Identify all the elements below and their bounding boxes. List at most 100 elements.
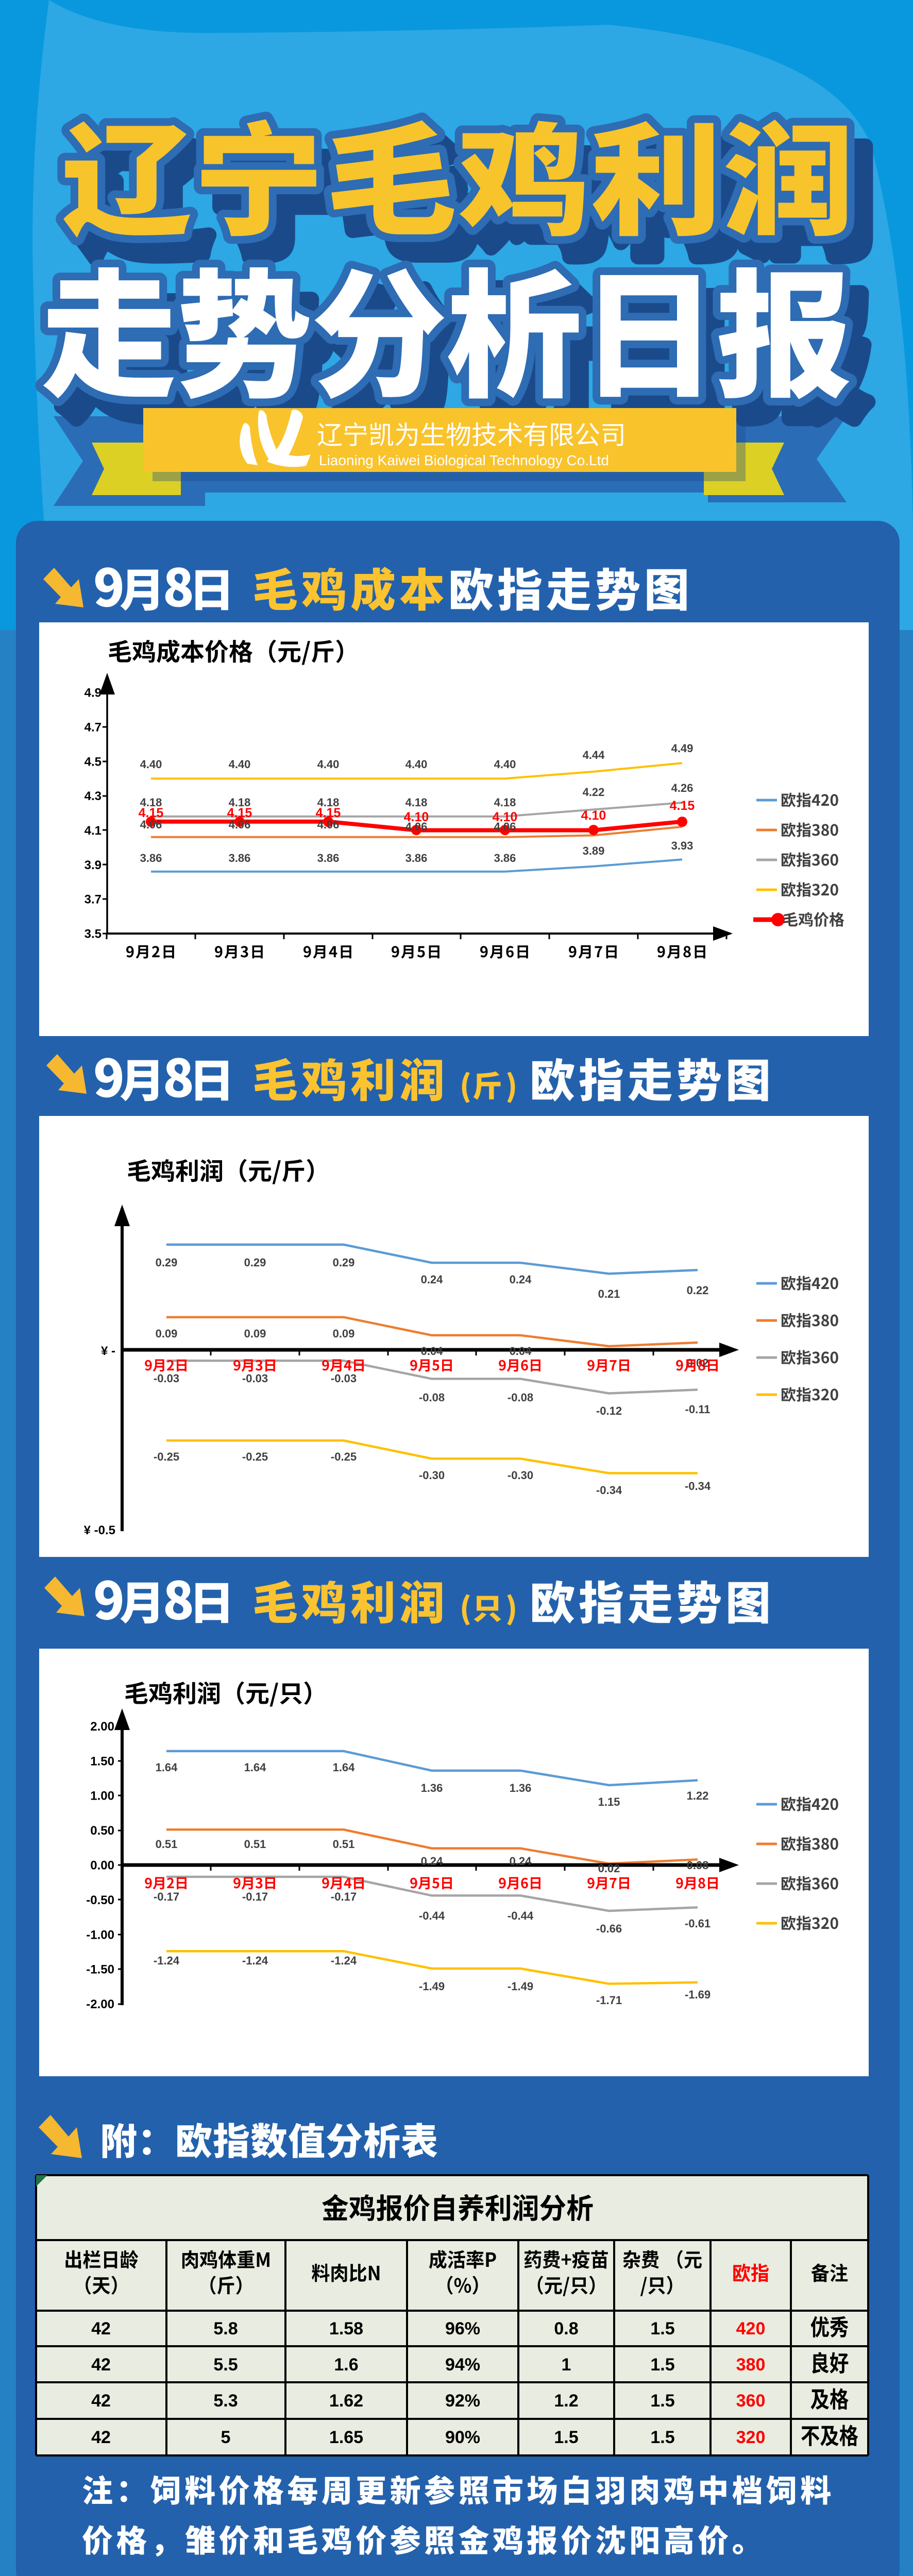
svg-text:5.5: 5.5: [213, 2355, 238, 2375]
svg-text:1.64: 1.64: [244, 1761, 267, 1774]
svg-text:0.21: 0.21: [598, 1287, 620, 1300]
svg-text:-0.44: -0.44: [419, 1909, 445, 1922]
svg-text:3.7: 3.7: [84, 893, 102, 907]
svg-text:42: 42: [91, 2355, 111, 2375]
svg-text:4.15: 4.15: [670, 799, 695, 813]
svg-text:-0.34: -0.34: [596, 1484, 622, 1497]
svg-text:1.36: 1.36: [421, 1782, 443, 1794]
svg-text:4.9: 4.9: [84, 686, 102, 700]
svg-text:4.3: 4.3: [84, 789, 102, 803]
svg-text:4.18: 4.18: [317, 796, 340, 809]
svg-text:-0.30: -0.30: [508, 1469, 533, 1482]
svg-text:-1.49: -1.49: [419, 1980, 445, 1993]
svg-text:-2.00: -2.00: [86, 1997, 114, 2011]
svg-text:-0.25: -0.25: [154, 1450, 179, 1463]
svg-text:4.26: 4.26: [671, 782, 694, 794]
svg-text:0.24: 0.24: [510, 1855, 532, 1868]
svg-text:5.8: 5.8: [213, 2319, 238, 2338]
svg-text:-1.24: -1.24: [331, 1954, 357, 1967]
svg-text:3.9: 3.9: [84, 858, 102, 872]
svg-text:-1.24: -1.24: [154, 1954, 180, 1967]
svg-text:0.29: 0.29: [156, 1256, 178, 1269]
svg-text:-0.34: -0.34: [685, 1480, 711, 1493]
svg-text:4.10: 4.10: [581, 808, 606, 823]
svg-text:-0.03: -0.03: [331, 1372, 357, 1385]
svg-text:-0.44: -0.44: [508, 1909, 534, 1922]
svg-text:3.86: 3.86: [229, 852, 251, 865]
svg-text:-0.50: -0.50: [86, 1893, 114, 1907]
svg-text:0.09: 0.09: [156, 1327, 178, 1340]
svg-text:-1.71: -1.71: [596, 1994, 622, 2007]
svg-text:3.93: 3.93: [671, 839, 694, 852]
svg-text:0.24: 0.24: [421, 1273, 444, 1286]
svg-text:-0.11: -0.11: [685, 1403, 711, 1416]
svg-text:1.5: 1.5: [554, 2428, 578, 2447]
svg-text:0.02: 0.02: [598, 1862, 620, 1875]
svg-text:5.3: 5.3: [213, 2391, 238, 2411]
svg-text:4.18: 4.18: [494, 796, 516, 809]
svg-text:42: 42: [91, 2391, 111, 2411]
svg-text:-1.50: -1.50: [86, 1963, 114, 1977]
svg-text:4.10: 4.10: [493, 810, 518, 824]
svg-text:1.65: 1.65: [329, 2428, 363, 2447]
svg-text:42: 42: [91, 2428, 111, 2447]
svg-text:-0.17: -0.17: [242, 1890, 268, 1903]
svg-text:0.24: 0.24: [421, 1855, 444, 1868]
svg-text:0.51: 0.51: [244, 1838, 266, 1851]
svg-text:4.06: 4.06: [140, 818, 162, 831]
svg-text:1.36: 1.36: [510, 1782, 532, 1794]
svg-text:4.06: 4.06: [405, 820, 428, 833]
svg-text:42: 42: [91, 2319, 111, 2338]
svg-text:0.09: 0.09: [244, 1327, 266, 1340]
svg-text:4.06: 4.06: [229, 818, 251, 831]
svg-text:3.89: 3.89: [583, 844, 605, 857]
svg-text:-0.17: -0.17: [331, 1890, 357, 1903]
svg-text:-0.66: -0.66: [596, 1922, 622, 1935]
svg-text:0.09: 0.09: [333, 1327, 355, 1340]
svg-text:Liaoning Kaiwei Biological Tec: Liaoning Kaiwei Biological Technology Co…: [319, 452, 609, 468]
svg-text:4.18: 4.18: [405, 796, 428, 809]
svg-text:1.5: 1.5: [650, 2355, 674, 2375]
svg-text:1.00: 1.00: [90, 1789, 114, 1803]
svg-text:-0.08: -0.08: [508, 1391, 533, 1404]
svg-text:0.04: 0.04: [510, 1345, 532, 1358]
svg-text:3.86: 3.86: [405, 852, 428, 865]
svg-text:4.15: 4.15: [316, 806, 341, 820]
svg-text:4.15: 4.15: [139, 806, 164, 820]
svg-text:4.40: 4.40: [317, 758, 340, 771]
svg-text:420: 420: [736, 2319, 766, 2338]
svg-text:-1.00: -1.00: [86, 1928, 114, 1942]
svg-text:-1.24: -1.24: [242, 1954, 268, 1967]
svg-text:4.40: 4.40: [494, 758, 516, 771]
svg-text:-0.30: -0.30: [419, 1469, 445, 1482]
svg-text:4.40: 4.40: [229, 758, 251, 771]
svg-text:4.06: 4.06: [317, 818, 340, 831]
svg-text:0.24: 0.24: [510, 1273, 532, 1286]
svg-text:-0.03: -0.03: [242, 1372, 268, 1385]
svg-text:0.29: 0.29: [333, 1256, 355, 1269]
svg-text:¥ -: ¥ -: [101, 1344, 115, 1358]
svg-text:3.5: 3.5: [84, 927, 102, 941]
svg-text:1.6: 1.6: [334, 2355, 358, 2375]
svg-text:1.5: 1.5: [650, 2391, 674, 2411]
svg-text:3.86: 3.86: [494, 852, 516, 865]
svg-text:2.00: 2.00: [90, 1720, 114, 1734]
svg-text:-0.25: -0.25: [331, 1450, 357, 1463]
svg-text:-0.08: -0.08: [419, 1391, 445, 1404]
svg-text:1.64: 1.64: [156, 1761, 178, 1774]
svg-text:320: 320: [736, 2428, 766, 2447]
svg-text:0.22: 0.22: [687, 1284, 709, 1297]
svg-text:3.86: 3.86: [140, 852, 162, 865]
svg-text:4.40: 4.40: [140, 758, 162, 771]
svg-text:1.62: 1.62: [329, 2391, 363, 2411]
svg-text:1.5: 1.5: [650, 2428, 674, 2447]
svg-text:3.86: 3.86: [317, 852, 340, 865]
svg-text:1.15: 1.15: [598, 1795, 620, 1808]
svg-text:4.7: 4.7: [84, 720, 102, 734]
svg-text:94%: 94%: [445, 2355, 480, 2375]
svg-text:4.10: 4.10: [404, 810, 429, 824]
svg-text:0.8: 0.8: [554, 2319, 578, 2338]
svg-text:0.00: 0.00: [90, 1859, 114, 1873]
svg-text:0.51: 0.51: [156, 1838, 178, 1851]
svg-text:1.22: 1.22: [687, 1789, 709, 1802]
